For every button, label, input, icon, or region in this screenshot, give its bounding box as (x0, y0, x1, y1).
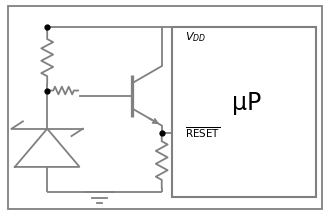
Polygon shape (15, 129, 80, 167)
Text: $\overline{\mathrm{RESET}}$: $\overline{\mathrm{RESET}}$ (184, 126, 220, 140)
FancyBboxPatch shape (172, 27, 315, 197)
Text: μP: μP (232, 91, 261, 115)
Text: $V_{DD}$: $V_{DD}$ (184, 31, 206, 44)
